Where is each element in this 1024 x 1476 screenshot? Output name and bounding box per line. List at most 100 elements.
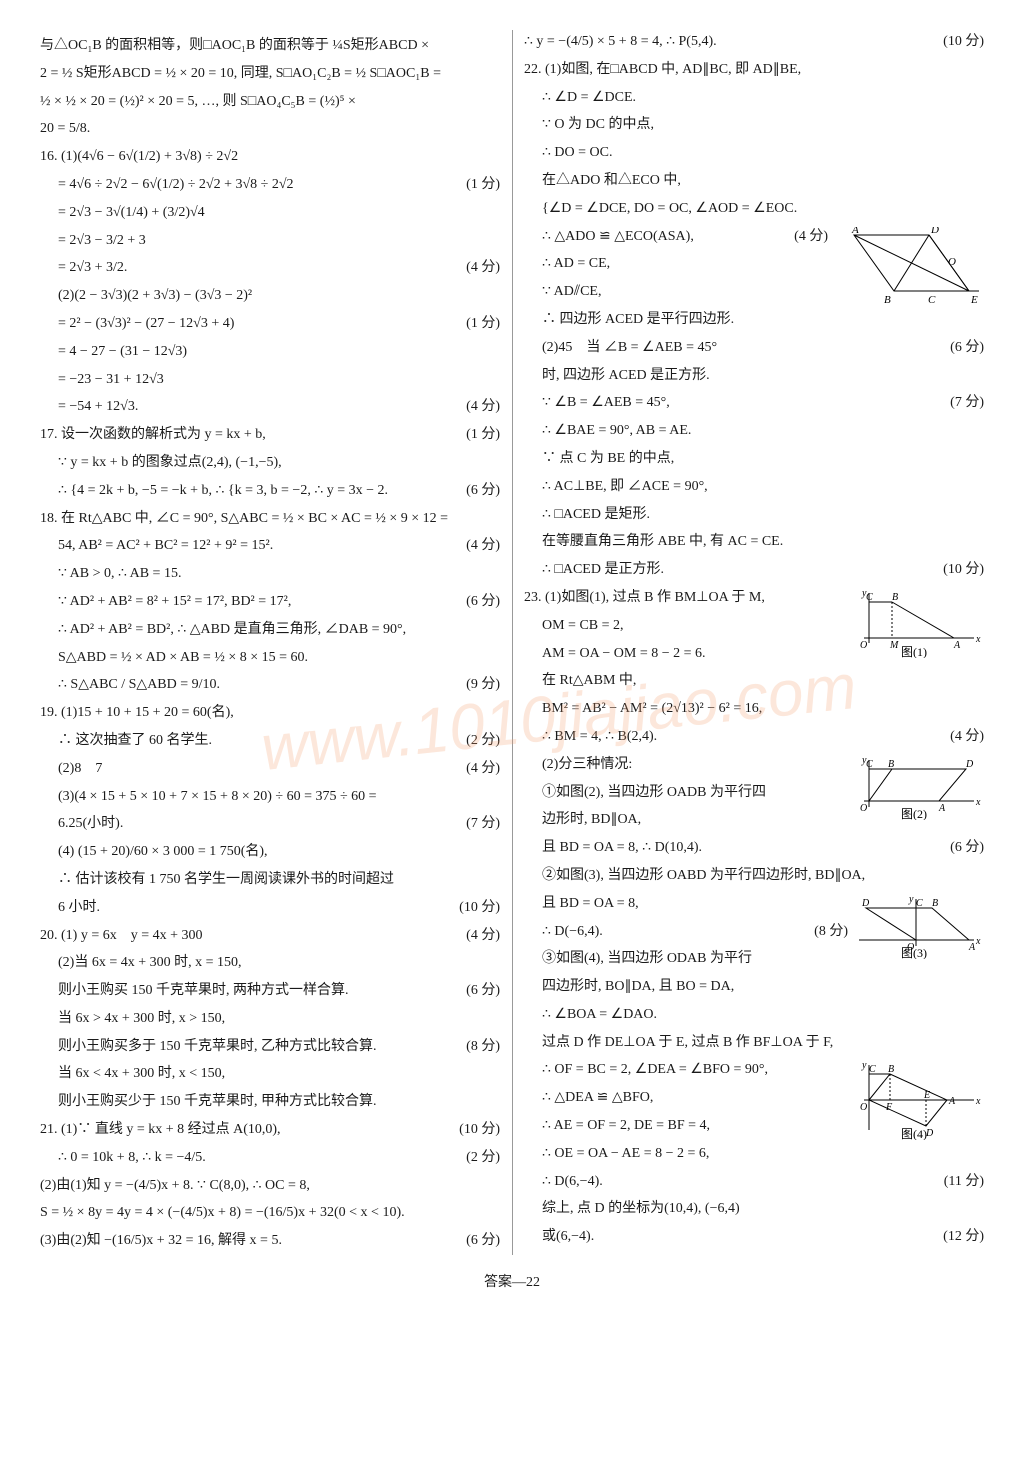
text-line: = 2√3 − 3/2 + 3	[40, 229, 500, 253]
math-text: (3)由(2)知 −(16/5)x + 32 = 16, 解得 x = 5.	[40, 1233, 282, 1248]
text-line: (8 分)则小王购买多于 150 千克苹果时, 乙种方式比较合算.	[40, 1035, 500, 1059]
text-line: 四边形时, BO∥DA, 且 BO = DA,	[524, 975, 984, 999]
text-line: 在等腰直角三角形 ABE 中, 有 AC = CE.	[524, 530, 984, 554]
left-column: 与△OC₁B 的面积相等，则□AOC₁B 的面积等于 ¼S矩形ABCD ×2 =…	[40, 34, 500, 1170]
svg-text:x: x	[975, 634, 981, 645]
text-line: S△ABD = ½ × AD × AB = ½ × 8 × 15 = 60.	[40, 646, 500, 670]
score-label: (8 分)	[814, 920, 848, 944]
diagram: xyOBDAC图(2)	[854, 755, 984, 820]
math-text: BM² = AB² − AM² = (2√13)² − 6² = 16,	[542, 701, 762, 716]
svg-text:O: O	[860, 640, 867, 651]
text-line: xyOBDAC图(2)(2)分三种情况:	[524, 753, 984, 777]
text-line: (4) (15 + 20)/60 × 3 000 = 1 750(名),	[40, 840, 500, 864]
math-text: 20 = 5/8.	[40, 121, 90, 136]
math-text: 且 BD = OA = 8,	[542, 896, 639, 911]
diagram: xyOBCFEAD图(4)	[854, 1060, 984, 1140]
diagram: xyODBCA图(3)	[854, 894, 984, 959]
svg-text:A: A	[953, 640, 961, 651]
math-text: ∴ AE = OF = 2, DE = BF = 4,	[542, 1118, 710, 1133]
math-text: 在等腰直角三角形 ABE 中, 有 AC = CE.	[542, 534, 783, 549]
score-label: (10 分)	[459, 896, 500, 920]
text-line: (4 分)= 2√3 + 3/2.	[40, 256, 500, 280]
math-text: = −23 − 31 + 12√3	[58, 372, 164, 387]
math-text: ③如图(4), 当四边形 ODAB 为平行	[542, 951, 752, 966]
text-line: = −23 − 31 + 12√3	[40, 368, 500, 392]
math-text: = 2² − (3√3)² − (27 − 12√3 + 4)	[58, 316, 234, 331]
math-text: ∴ 估计该校有 1 750 名学生一周阅读课外书的时间超过	[58, 872, 394, 887]
math-text: 在△ADO 和△ECO 中,	[542, 173, 681, 188]
diagram: xyOCBMA图(1)	[854, 588, 984, 658]
text-line: (10 分)∴ □ACED 是正方形.	[524, 558, 984, 582]
score-label: (1 分)	[466, 423, 500, 447]
text-line: ∵ 点 C 为 BE 的中点,	[524, 447, 984, 471]
math-text: 21. (1)∵ 直线 y = kx + 8 经过点 A(10,0),	[40, 1122, 281, 1137]
text-line: (4 分) 20. (1) y = 6x y = 4x + 300	[40, 924, 500, 948]
text-line: ∵ ∠B = ∠AEB = 45°,	[524, 391, 984, 415]
text-line: ∴ ∠BOA = ∠DAO.	[524, 1003, 984, 1027]
math-text: ∴ S△ABC / S△ABD = 9/10.	[58, 677, 220, 692]
svg-text:F: F	[885, 1102, 893, 1113]
svg-text:图(2): 图(2)	[901, 807, 927, 820]
text-line: 16. (1)(4√6 − 6√(1/2) + 3√8) ÷ 2√2	[40, 145, 500, 169]
math-text: = 2√3 − 3√(1/4) + (3/2)√4	[58, 205, 205, 220]
math-text: ∵ 点 C 为 BE 的中点,	[542, 451, 674, 466]
math-text: ∴ AD = CE,	[542, 256, 610, 271]
math-text: 在 Rt△ABM 中,	[542, 673, 636, 688]
math-text: (2)当 6x = 4x + 300 时, x = 150,	[58, 955, 242, 970]
math-text: ∵ AD² + AB² = 8² + 15² = 17², BD² = 17²,	[58, 594, 291, 609]
score-label: (6 分)	[466, 1229, 500, 1253]
text-line: 18. 在 Rt△ABC 中, ∠C = 90°, S△ABC = ½ × BC…	[40, 507, 500, 531]
math-text: 则小王购买少于 150 千克苹果时, 甲种方式比较合算.	[58, 1094, 377, 1109]
score-label: (1 分)	[466, 312, 500, 336]
svg-text:图(1): 图(1)	[901, 645, 927, 658]
svg-text:D: D	[965, 759, 974, 770]
text-line: xyOBCFEAD图(4)∴ OF = BC = 2, ∠DEA = ∠BFO …	[524, 1058, 984, 1082]
math-text: ∴ {4 = 2k + b, −5 = −k + b, ∴ {k = 3, b …	[58, 483, 388, 498]
math-text: ②如图(3), 当四边形 OABD 为平行四边形时, BD∥OA,	[542, 868, 865, 883]
score-label: (4 分)	[466, 395, 500, 419]
math-text: 且 BD = OA = 8, ∴ D(10,4).	[542, 840, 702, 855]
math-text: ∴ D(−6,4).	[542, 924, 603, 939]
math-text: 时, 四边形 ACED 是正方形.	[542, 368, 710, 383]
math-text: ∴ AD² + AB² = BD², ∴ △ABD 是直角三角形, ∠DAB =…	[58, 622, 406, 637]
math-text: ∵ y = kx + b 的图象过点(2,4), (−1,−5),	[58, 455, 282, 470]
math-text: (3)(4 × 15 + 5 × 10 + 7 × 15 + 8 × 20) ÷…	[58, 789, 377, 804]
math-text: 四边形时, BO∥DA, 且 BO = DA,	[542, 979, 734, 994]
math-text: 20. (1) y = 6x y = 4x + 300	[40, 928, 203, 943]
math-text: ∴ ∠D = ∠DCE.	[542, 90, 636, 105]
text-line: 2 = ½ S矩形ABCD = ½ × 20 = 10, 同理, S□AO₁C₂…	[40, 62, 500, 86]
svg-text:D: D	[861, 898, 870, 909]
text-line: 综上, 点 D 的坐标为(10,4), (−6,4)	[524, 1197, 984, 1221]
math-text: 则小王购买多于 150 千克苹果时, 乙种方式比较合算.	[58, 1039, 377, 1054]
svg-text:D: D	[930, 227, 939, 236]
math-text: S△ABD = ½ × AD × AB = ½ × 8 × 15 = 60.	[58, 650, 308, 665]
svg-text:A: A	[948, 1096, 956, 1107]
text-line: ADOBCE(4 分)∴ △ADO ≌ △ECO(ASA),	[524, 225, 984, 249]
text-line: = 2√3 − 3√(1/4) + (3/2)√4	[40, 201, 500, 225]
svg-text:A: A	[851, 227, 859, 236]
math-text: ∴ △DEA ≌ △BFO,	[542, 1090, 653, 1105]
text-line: ∴ AD² + AB² = BD², ∴ △ABD 是直角三角形, ∠DAB =…	[40, 618, 500, 642]
math-text: 23. (1)如图(1), 过点 B 作 BM⊥OA 于 M,	[524, 590, 765, 605]
math-text: 过点 D 作 DE⊥OA 于 E, 过点 B 作 BF⊥OA 于 F,	[542, 1035, 833, 1050]
text-line: (6 分)∴ {4 = 2k + b, −5 = −k + b, ∴ {k = …	[40, 479, 500, 503]
math-text: ∴ OF = BC = 2, ∠DEA = ∠BFO = 90°,	[542, 1062, 768, 1077]
text-line: 过点 D 作 DE⊥OA 于 E, 过点 B 作 BF⊥OA 于 F,	[524, 1031, 984, 1055]
math-text: ∵ O 为 DC 的中点,	[542, 117, 654, 132]
svg-text:C: C	[928, 294, 936, 306]
page-content: 与△OC₁B 的面积相等，则□AOC₁B 的面积等于 ¼S矩形ABCD ×2 =…	[40, 30, 984, 1255]
svg-text:x: x	[975, 936, 981, 947]
math-text: 当 6x > 4x + 300 时, x > 150,	[58, 1011, 225, 1026]
text-line: (6 分)且 BD = OA = 8, ∴ D(10,4).	[524, 836, 984, 860]
score-label: (2 分)	[466, 1146, 500, 1170]
svg-text:图(3): 图(3)	[901, 946, 927, 959]
math-text: ①如图(2), 当四边形 OADB 为平行四	[542, 785, 766, 800]
math-text: {∠D = ∠DCE, DO = OC, ∠AOD = ∠EOC.	[542, 201, 797, 216]
text-line: ½ × ½ × 20 = (½)² × 20 = 5, …, 则 S□AO₄C₅…	[40, 90, 500, 114]
score-label: (4 分)	[466, 924, 500, 948]
text-line: BM² = AB² − AM² = (2√13)² − 6² = 16,	[524, 697, 984, 721]
text-line: (3)由(2)知 −(16/5)x + 32 = 16, 解得 x = 5.	[40, 1229, 500, 1253]
score-label: (4 分)	[466, 757, 500, 781]
svg-text:M: M	[889, 640, 899, 651]
text-line: (2 分)∴ 0 = 10k + 8, ∴ k = −4/5.	[40, 1146, 500, 1170]
